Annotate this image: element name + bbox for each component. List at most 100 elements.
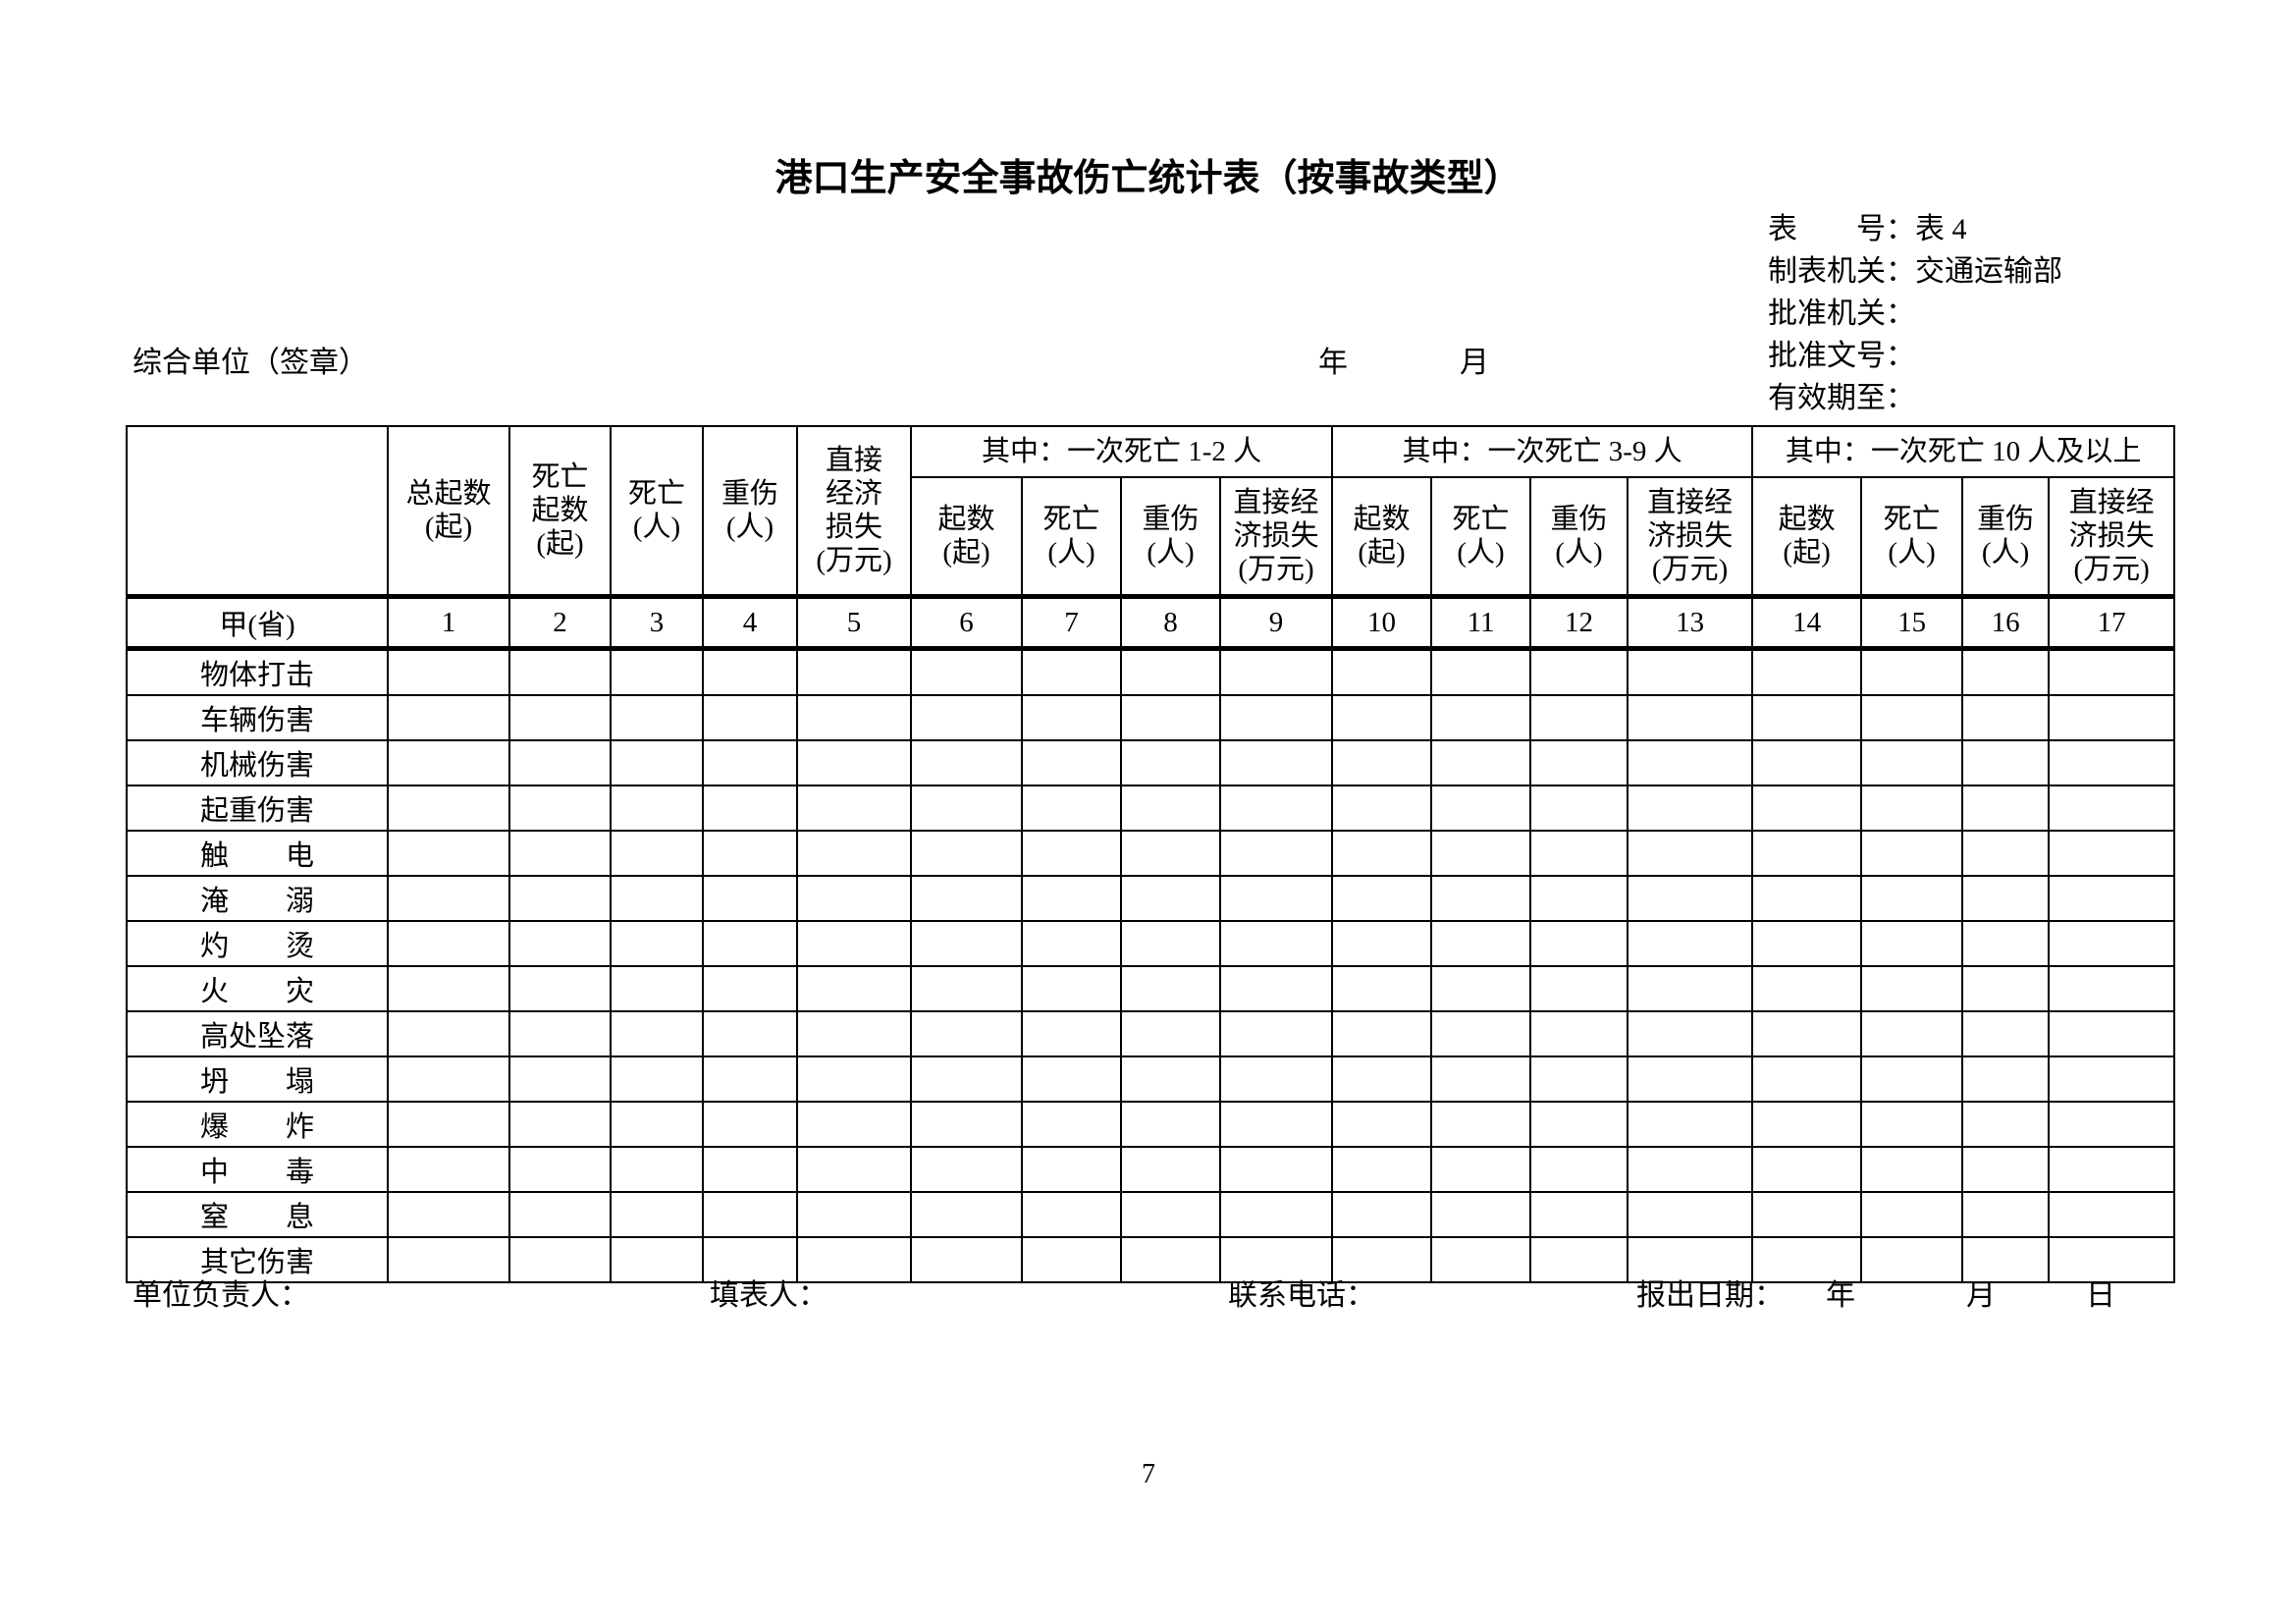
data-cell	[910, 965, 1023, 1012]
data-cell	[1627, 647, 1754, 696]
data-cell	[1961, 1191, 2051, 1238]
index-number-cell: 14	[1751, 594, 1863, 651]
meta-table-number: 表 号：表 4	[1768, 208, 2062, 250]
index-number-cell: 15	[1860, 594, 1964, 651]
data-cell	[1860, 1056, 1964, 1103]
data-cell	[1860, 694, 1964, 741]
data-cell	[508, 830, 612, 877]
data-cell	[1331, 1056, 1433, 1103]
table-row: 火 灾	[126, 965, 2176, 1012]
data-cell	[1120, 1056, 1221, 1103]
data-cell	[702, 1101, 798, 1148]
data-cell	[1430, 1010, 1532, 1057]
index-number-cell: 2	[508, 594, 612, 651]
data-cell	[2048, 647, 2176, 696]
data-cell	[1529, 1056, 1629, 1103]
data-cell	[702, 830, 798, 877]
data-cell	[702, 875, 798, 922]
footer-responsible-label: 单位负责人：	[133, 1279, 309, 1312]
data-cell	[610, 647, 704, 696]
data-cell	[1529, 875, 1629, 922]
meta-issuing-agency-value: 交通运输部	[1915, 255, 2062, 288]
data-cell	[1627, 1236, 1754, 1283]
index-number-cell: 10	[1331, 594, 1433, 651]
data-cell	[2048, 965, 2176, 1012]
page-title: 港口生产安全事故伤亡统计表（按事故类型）	[774, 158, 1522, 199]
data-cell	[2048, 1101, 2176, 1148]
data-cell	[702, 785, 798, 832]
data-cell	[508, 1191, 612, 1238]
data-cell	[2048, 830, 2176, 877]
footer-year-label: 年	[1826, 1279, 1855, 1312]
data-cell	[2048, 1010, 2176, 1057]
data-cell	[1627, 1146, 1754, 1193]
data-cell	[1860, 920, 1964, 967]
data-cell	[702, 694, 798, 741]
data-cell	[1430, 830, 1532, 877]
data-cell	[610, 1056, 704, 1103]
data-cell	[910, 694, 1023, 741]
data-cell	[1751, 830, 1863, 877]
footer-filler-label: 填表人：	[710, 1279, 828, 1312]
data-cell	[1430, 1191, 1532, 1238]
data-cell	[1751, 1236, 1863, 1283]
data-cell	[610, 830, 704, 877]
data-cell	[2048, 1056, 2176, 1103]
data-cell	[1430, 739, 1532, 786]
data-cell	[387, 1101, 510, 1148]
data-cell	[1751, 920, 1863, 967]
data-cell	[1860, 739, 1964, 786]
table-row: 坍 塌	[126, 1056, 2176, 1103]
data-cell	[1961, 694, 2051, 741]
data-cell	[387, 830, 510, 877]
data-cell	[1331, 1010, 1433, 1057]
data-cell	[1961, 875, 2051, 922]
data-cell	[1627, 830, 1754, 877]
footer-report-date-label: 报出日期：	[1636, 1279, 1784, 1312]
index-number-cell: 1	[387, 594, 510, 651]
data-cell	[1218, 694, 1334, 741]
row-label: 高处坠落	[126, 1010, 389, 1057]
data-cell	[910, 875, 1023, 922]
data-cell	[796, 694, 912, 741]
row-label: 车辆伤害	[126, 694, 389, 741]
data-cell	[610, 785, 704, 832]
data-cell	[1120, 1101, 1221, 1148]
data-cell	[702, 965, 798, 1012]
table-row: 淹 溺	[126, 875, 2176, 922]
table-row: 高处坠落	[126, 1010, 2176, 1057]
data-cell	[1021, 1056, 1122, 1103]
subcol-loss-g1: 直接经 济损失 (万元)	[1218, 476, 1334, 598]
group-header-deaths-1-2: 其中：一次死亡 1-2 人	[909, 425, 1334, 478]
meta-table-number-value: 表 4	[1915, 213, 1967, 245]
data-cell	[910, 1056, 1023, 1103]
data-cell	[2048, 920, 2176, 967]
data-cell	[2048, 739, 2176, 786]
data-cell	[1120, 830, 1221, 877]
data-cell	[1529, 694, 1629, 741]
data-cell	[1331, 1191, 1433, 1238]
data-cell	[610, 920, 704, 967]
data-cell	[1961, 647, 2051, 696]
index-number-cell: 8	[1120, 594, 1221, 651]
data-cell	[1120, 1146, 1221, 1193]
data-cell	[1751, 647, 1863, 696]
data-cell	[1627, 1101, 1754, 1148]
table-row: 车辆伤害	[126, 694, 2176, 741]
data-cell	[1331, 1236, 1433, 1283]
data-cell	[796, 965, 912, 1012]
data-cell	[1331, 920, 1433, 967]
data-cell	[1627, 1056, 1754, 1103]
data-cell	[1627, 694, 1754, 741]
data-cell	[2048, 1236, 2176, 1283]
data-cell	[1218, 785, 1334, 832]
data-cell	[1860, 1191, 1964, 1238]
data-cell	[1529, 920, 1629, 967]
col-header-fatal-count: 死亡 起数 (起)	[508, 425, 612, 598]
page-number: 7	[1142, 1459, 1155, 1489]
row-label: 其它伤害	[126, 1236, 389, 1283]
data-cell	[1120, 739, 1221, 786]
data-cell	[610, 1146, 704, 1193]
data-cell	[508, 965, 612, 1012]
